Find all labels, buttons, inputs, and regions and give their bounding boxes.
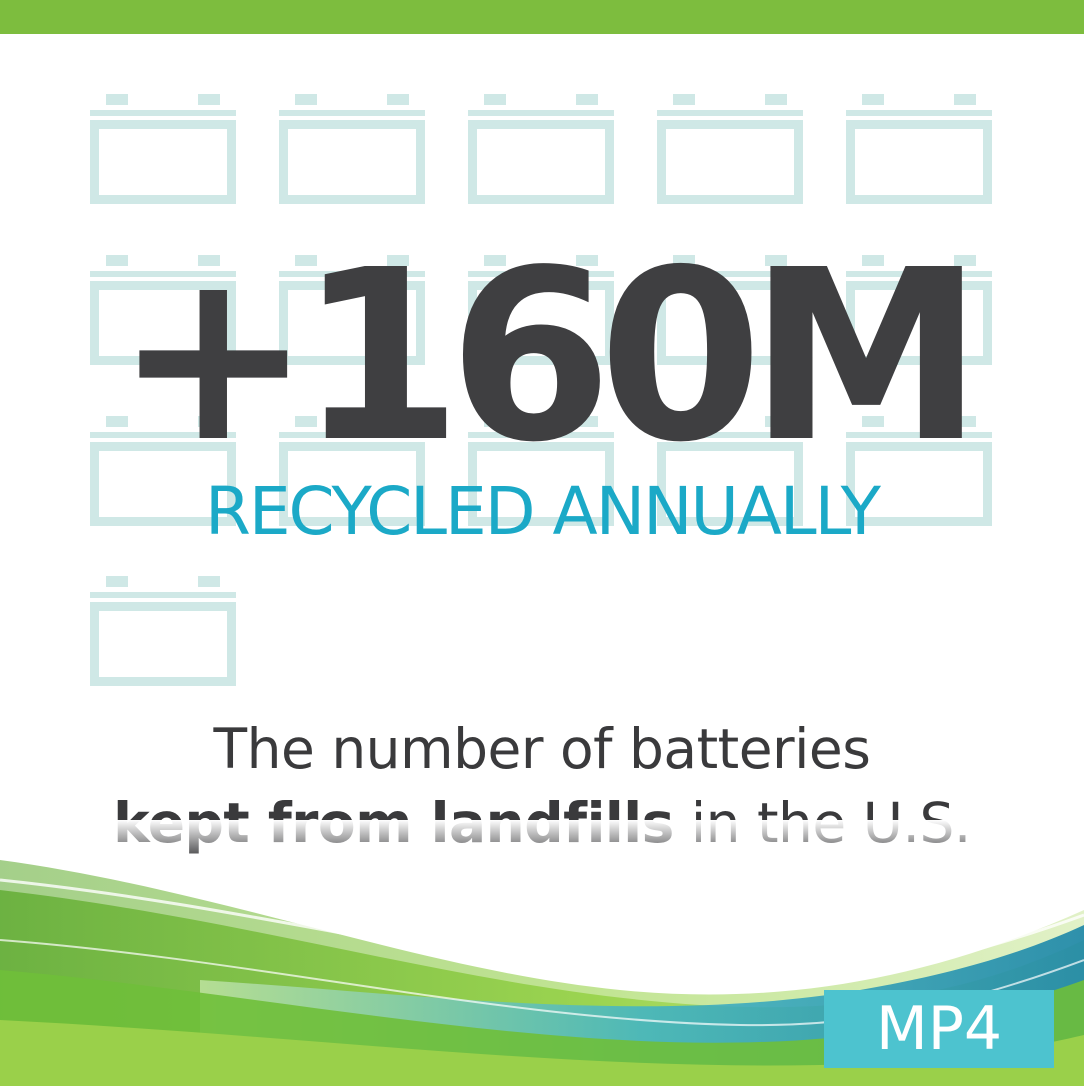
top-accent-bar: [0, 0, 1084, 34]
battery-icon: [657, 416, 803, 526]
battery-icon: [90, 255, 236, 365]
battery-icon: [279, 94, 425, 204]
battery-icon: [90, 416, 236, 526]
battery-icon: [279, 416, 425, 526]
battery-icon: [468, 416, 614, 526]
battery-icon: [846, 255, 992, 365]
battery-icon: [846, 94, 992, 204]
mp4-badge: MP4: [824, 990, 1054, 1068]
battery-icon: [90, 576, 236, 686]
battery-icon: [846, 416, 992, 526]
battery-icon: [468, 94, 614, 204]
caption-line-1: The number of batteries: [213, 717, 871, 781]
battery-icon: [279, 255, 425, 365]
battery-icon-grid: [90, 94, 992, 686]
battery-icon: [657, 255, 803, 365]
battery-icon: [657, 94, 803, 204]
battery-icon: [90, 94, 236, 204]
battery-icon: [468, 255, 614, 365]
headline-number: +160M: [114, 219, 983, 494]
headline-subhead: RECYCLED ANNUALLY: [205, 473, 881, 550]
